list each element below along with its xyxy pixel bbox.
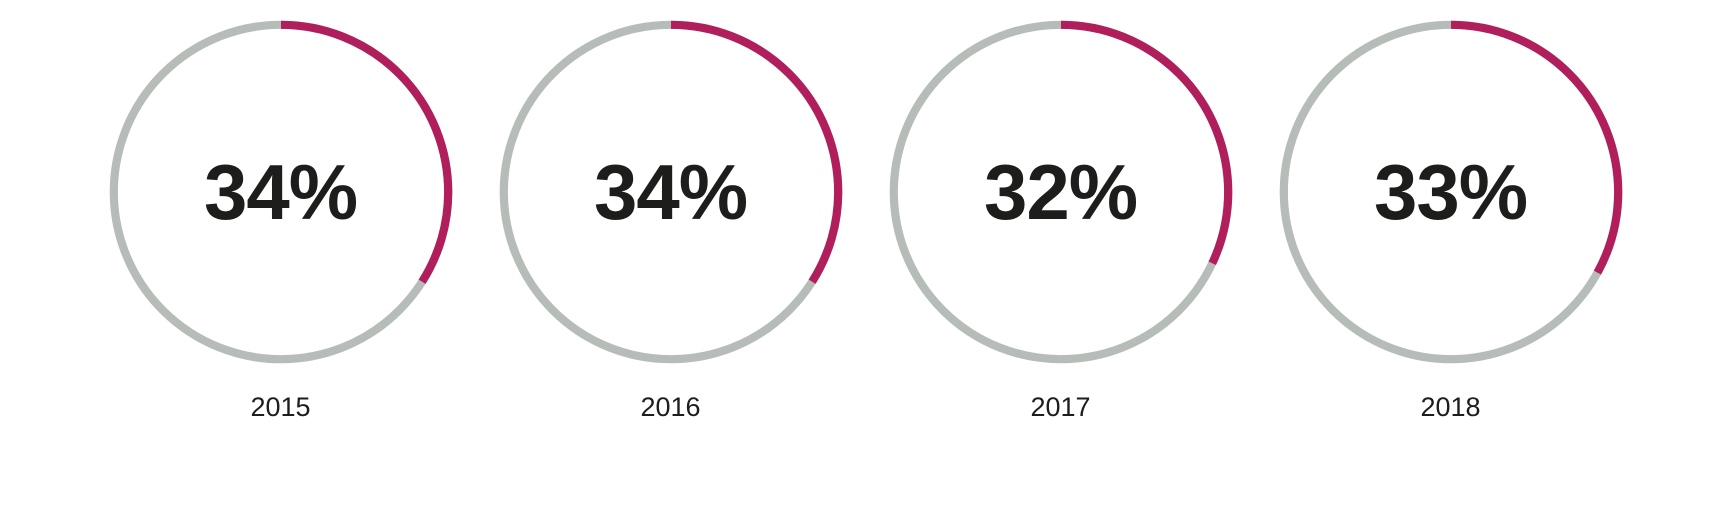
donut-chart-2018: 33% 2018 <box>1275 16 1627 423</box>
donut-chart-row: 34% 2015 34% 2016 32% 2017 <box>105 16 1627 423</box>
donut-ring-wrap: 34% <box>495 16 847 368</box>
donut-ring-icon <box>109 20 452 364</box>
donut-chart-2016: 34% 2016 <box>495 16 847 423</box>
donut-value-label: 33% <box>1373 147 1528 236</box>
donut-ring-icon <box>1279 20 1622 364</box>
donut-year-label: 2017 <box>1030 392 1091 422</box>
donut-year-label: 2018 <box>1420 392 1481 422</box>
donut-ring-wrap: 34% <box>105 16 457 368</box>
donut-year-label: 2015 <box>250 392 311 422</box>
donut-year-label: 2016 <box>640 392 701 422</box>
donut-chart-2017: 32% 2017 <box>885 16 1237 423</box>
donut-value-label: 34% <box>203 147 358 236</box>
donut-chart-2015: 34% 2015 <box>105 16 457 423</box>
donut-value-label: 34% <box>593 147 748 236</box>
donut-ring-icon <box>499 20 842 364</box>
donut-ring-icon <box>889 20 1232 364</box>
donut-value-label: 32% <box>983 147 1138 236</box>
donut-ring-wrap: 33% <box>1275 16 1627 368</box>
donut-ring-wrap: 32% <box>885 16 1237 368</box>
